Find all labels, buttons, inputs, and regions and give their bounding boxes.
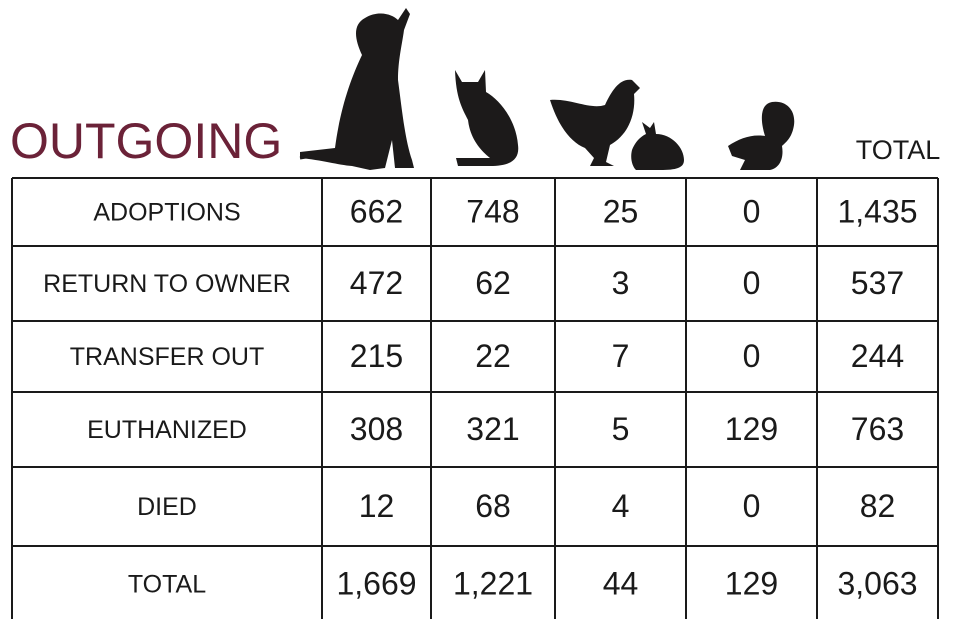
cell-value: 215 [350, 338, 403, 374]
cell-value: 0 [743, 265, 761, 301]
cell-value: 763 [851, 411, 904, 447]
cell-value: 321 [466, 411, 519, 447]
dog-icon [300, 8, 414, 170]
cell-value: 7 [612, 338, 630, 374]
cell-value: 0 [743, 488, 761, 524]
cell-value: 1,435 [837, 193, 917, 229]
dog-tail [299, 153, 319, 160]
cell-value: 0 [743, 338, 761, 374]
cell-value: 308 [350, 411, 403, 447]
row-label: RETURN TO OWNER [43, 270, 291, 298]
cell-value: 537 [851, 265, 904, 301]
cell-value: 12 [359, 488, 395, 524]
cell-value: 472 [350, 265, 403, 301]
cell-value: 1,221 [453, 565, 533, 601]
rabbit-icon [631, 122, 684, 170]
cell-value: 748 [466, 193, 519, 229]
cell-value: 44 [603, 565, 639, 601]
cell-value: 129 [725, 411, 778, 447]
cell-value: 0 [743, 193, 761, 229]
cell-value: 5 [612, 411, 630, 447]
skunk-icon [728, 101, 795, 170]
row-label: ADOPTIONS [93, 199, 240, 227]
cell-value: 3 [612, 265, 630, 301]
cell-value: 1,669 [336, 565, 416, 601]
row-label: DIED [137, 493, 197, 521]
cell-value: 662 [350, 193, 403, 229]
cell-value: 68 [475, 488, 511, 524]
row-label: TOTAL [128, 571, 206, 599]
cell-value: 244 [851, 338, 904, 374]
animal-silhouettes [299, 8, 795, 170]
cell-value: 62 [475, 265, 511, 301]
chicken-icon [550, 79, 640, 166]
cell-value: 129 [725, 565, 778, 601]
cell-value: 82 [860, 488, 896, 524]
title: OUTGOING [10, 113, 282, 169]
cell-value: 4 [612, 488, 630, 524]
cell-value: 25 [603, 193, 639, 229]
cell-value: 3,063 [837, 565, 917, 601]
cell-value: 22 [475, 338, 511, 374]
cat-icon [455, 70, 519, 166]
row-label: TRANSFER OUT [70, 343, 264, 371]
row-label: EUTHANIZED [87, 416, 247, 444]
total-header: TOTAL [856, 135, 941, 165]
